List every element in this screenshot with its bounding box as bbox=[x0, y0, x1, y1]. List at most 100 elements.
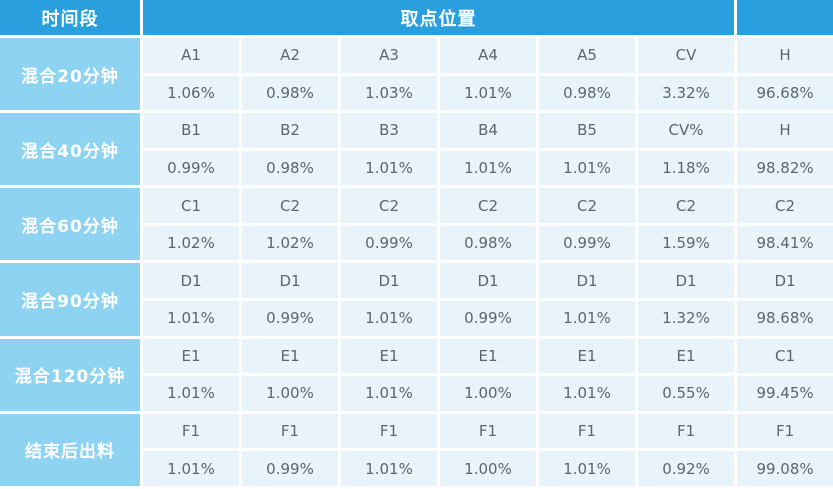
point-cell: D1 bbox=[440, 263, 536, 299]
value-cell: 1.01% bbox=[539, 301, 635, 336]
header-row: 时间段 取点位置 bbox=[0, 0, 833, 35]
value-cell: 1.01% bbox=[341, 451, 437, 486]
point-cell: C1 bbox=[143, 188, 239, 223]
value-cell: 1.02% bbox=[242, 225, 338, 261]
value-cell: 0.55% bbox=[638, 376, 735, 411]
value-cell: 1.18% bbox=[638, 150, 735, 186]
point-cell: D1 bbox=[638, 263, 735, 299]
point-cell: D1 bbox=[737, 263, 833, 299]
point-cell: F1 bbox=[242, 413, 338, 449]
row-label-mix-120min: 混合120分钟 bbox=[0, 338, 140, 411]
value-cell: 3.32% bbox=[638, 75, 735, 111]
row-label-mix-90min: 混合90分钟 bbox=[0, 263, 140, 336]
value-cell: 0.92% bbox=[638, 451, 735, 486]
point-cell: D1 bbox=[143, 263, 239, 299]
value-cell: 1.01% bbox=[341, 150, 437, 186]
value-cell: 0.98% bbox=[242, 75, 338, 111]
value-cell: 1.06% bbox=[143, 75, 239, 111]
point-cell: B3 bbox=[341, 113, 437, 148]
value-cell: 98.68% bbox=[737, 301, 833, 336]
table-row: 混合120分钟 E1 E1 E1 E1 E1 E1 C1 bbox=[0, 338, 833, 411]
value-cell: 0.99% bbox=[242, 301, 338, 336]
table-row: 混合90分钟 D1 D1 D1 D1 D1 D1 D1 bbox=[0, 263, 833, 336]
value-cell: 1.01% bbox=[143, 376, 239, 411]
value-cell: 1.02% bbox=[143, 225, 239, 261]
value-cell: 0.98% bbox=[242, 150, 338, 186]
row-label-mix-60min: 混合60分钟 bbox=[0, 188, 140, 261]
point-cell: C2 bbox=[242, 188, 338, 223]
corner-header-cell bbox=[737, 0, 833, 35]
row-label-mix-40min: 混合40分钟 bbox=[0, 113, 140, 186]
table-row: 1.06% 0.98% 1.03% 1.01% 0.98% 3.32% 96.6… bbox=[0, 75, 833, 111]
point-cell: A2 bbox=[242, 38, 338, 73]
value-cell: 1.01% bbox=[440, 150, 536, 186]
point-cell: D1 bbox=[539, 263, 635, 299]
point-cell: A4 bbox=[440, 38, 536, 73]
value-cell: 1.01% bbox=[539, 451, 635, 486]
table-row: 结束后出料 F1 F1 F1 F1 F1 F1 F1 bbox=[0, 413, 833, 486]
table-row: 1.01% 0.99% 1.01% 1.00% 1.01% 0.92% 99.0… bbox=[0, 451, 833, 486]
point-cell: E1 bbox=[440, 338, 536, 374]
value-cell: 1.01% bbox=[143, 301, 239, 336]
point-cell: C2 bbox=[737, 188, 833, 223]
point-cell: F1 bbox=[440, 413, 536, 449]
value-cell: 1.01% bbox=[440, 75, 536, 111]
value-cell: 1.00% bbox=[440, 376, 536, 411]
point-cell: E1 bbox=[143, 338, 239, 374]
table-row: 混合60分钟 C1 C2 C2 C2 C2 C2 C2 bbox=[0, 188, 833, 261]
value-cell: 0.99% bbox=[539, 225, 635, 261]
point-cell: A3 bbox=[341, 38, 437, 73]
value-cell: 1.00% bbox=[440, 451, 536, 486]
point-cell: C2 bbox=[638, 188, 735, 223]
point-cell: CV% bbox=[638, 113, 735, 148]
value-cell: 1.32% bbox=[638, 301, 735, 336]
table-row: 1.01% 0.99% 1.01% 0.99% 1.01% 1.32% 98.6… bbox=[0, 301, 833, 336]
table-row: 混合20分钟 A1 A2 A3 A4 A5 CV H bbox=[0, 38, 833, 111]
value-cell: 1.01% bbox=[341, 301, 437, 336]
value-cell: 99.45% bbox=[737, 376, 833, 411]
value-cell: 0.99% bbox=[242, 451, 338, 486]
point-cell: C2 bbox=[440, 188, 536, 223]
row-label-mix-20min: 混合20分钟 bbox=[0, 38, 140, 111]
point-cell: C1 bbox=[737, 338, 833, 374]
value-cell: 99.08% bbox=[737, 451, 833, 486]
point-cell: B2 bbox=[242, 113, 338, 148]
row-label-discharge: 结束后出料 bbox=[0, 413, 140, 486]
point-cell: B4 bbox=[440, 113, 536, 148]
value-cell: 1.01% bbox=[341, 376, 437, 411]
value-cell: 0.99% bbox=[440, 301, 536, 336]
value-cell: 1.00% bbox=[242, 376, 338, 411]
point-cell: C2 bbox=[539, 188, 635, 223]
table-row: 1.02% 1.02% 0.99% 0.98% 0.99% 1.59% 98.4… bbox=[0, 225, 833, 261]
value-cell: 98.82% bbox=[737, 150, 833, 186]
value-cell: 1.01% bbox=[539, 150, 635, 186]
table-row: 1.01% 1.00% 1.01% 1.00% 1.01% 0.55% 99.4… bbox=[0, 376, 833, 411]
value-cell: 0.99% bbox=[143, 150, 239, 186]
point-cell: D1 bbox=[242, 263, 338, 299]
point-cell: D1 bbox=[341, 263, 437, 299]
point-cell: C2 bbox=[341, 188, 437, 223]
point-cell: E1 bbox=[539, 338, 635, 374]
time-period-header: 时间段 bbox=[0, 0, 140, 35]
value-cell: 1.01% bbox=[143, 451, 239, 486]
point-cell: A1 bbox=[143, 38, 239, 73]
point-cell: B1 bbox=[143, 113, 239, 148]
point-cell: H bbox=[737, 38, 833, 73]
value-cell: 1.59% bbox=[638, 225, 735, 261]
point-cell: E1 bbox=[341, 338, 437, 374]
point-cell: F1 bbox=[638, 413, 735, 449]
value-cell: 0.98% bbox=[539, 75, 635, 111]
point-cell: F1 bbox=[737, 413, 833, 449]
value-cell: 1.03% bbox=[341, 75, 437, 111]
point-cell: A5 bbox=[539, 38, 635, 73]
point-cell: B5 bbox=[539, 113, 635, 148]
point-cell: F1 bbox=[341, 413, 437, 449]
point-cell: CV bbox=[638, 38, 735, 73]
point-cell: E1 bbox=[242, 338, 338, 374]
value-cell: 0.99% bbox=[341, 225, 437, 261]
point-cell: E1 bbox=[638, 338, 735, 374]
table-row: 混合40分钟 B1 B2 B3 B4 B5 CV% H bbox=[0, 113, 833, 186]
value-cell: 96.68% bbox=[737, 75, 833, 111]
